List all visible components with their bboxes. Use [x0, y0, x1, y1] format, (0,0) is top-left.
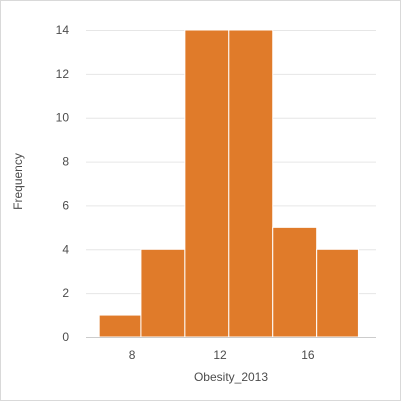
x-tick-label: 16 [301, 348, 315, 362]
bars [98, 29, 359, 338]
y-axis-title: Frequency [11, 153, 25, 210]
histogram-bar[interactable] [98, 314, 142, 338]
y-tick-label: 8 [62, 155, 69, 169]
histogram-bar[interactable] [140, 248, 186, 338]
y-tick-label: 12 [56, 67, 70, 81]
y-tick-label: 14 [56, 23, 70, 37]
histogram-bar[interactable] [316, 248, 359, 338]
x-axis-title: Obesity_2013 [194, 370, 268, 384]
x-tick-label: 8 [129, 348, 136, 362]
y-tick-label: 6 [62, 198, 69, 212]
histogram-bar[interactable] [228, 29, 274, 338]
y-tick-label: 4 [62, 242, 69, 256]
x-tick-label: 12 [213, 348, 227, 362]
y-tick-label: 2 [62, 286, 69, 300]
histogram-bar[interactable] [272, 226, 318, 338]
y-tick-label: 0 [62, 330, 69, 344]
histogram-bar[interactable] [184, 29, 230, 338]
y-tick-labels: 0 2 4 6 8 10 12 14 [56, 23, 70, 344]
y-tick-label: 10 [56, 111, 70, 125]
x-tick-labels: 8 12 16 [129, 348, 315, 362]
